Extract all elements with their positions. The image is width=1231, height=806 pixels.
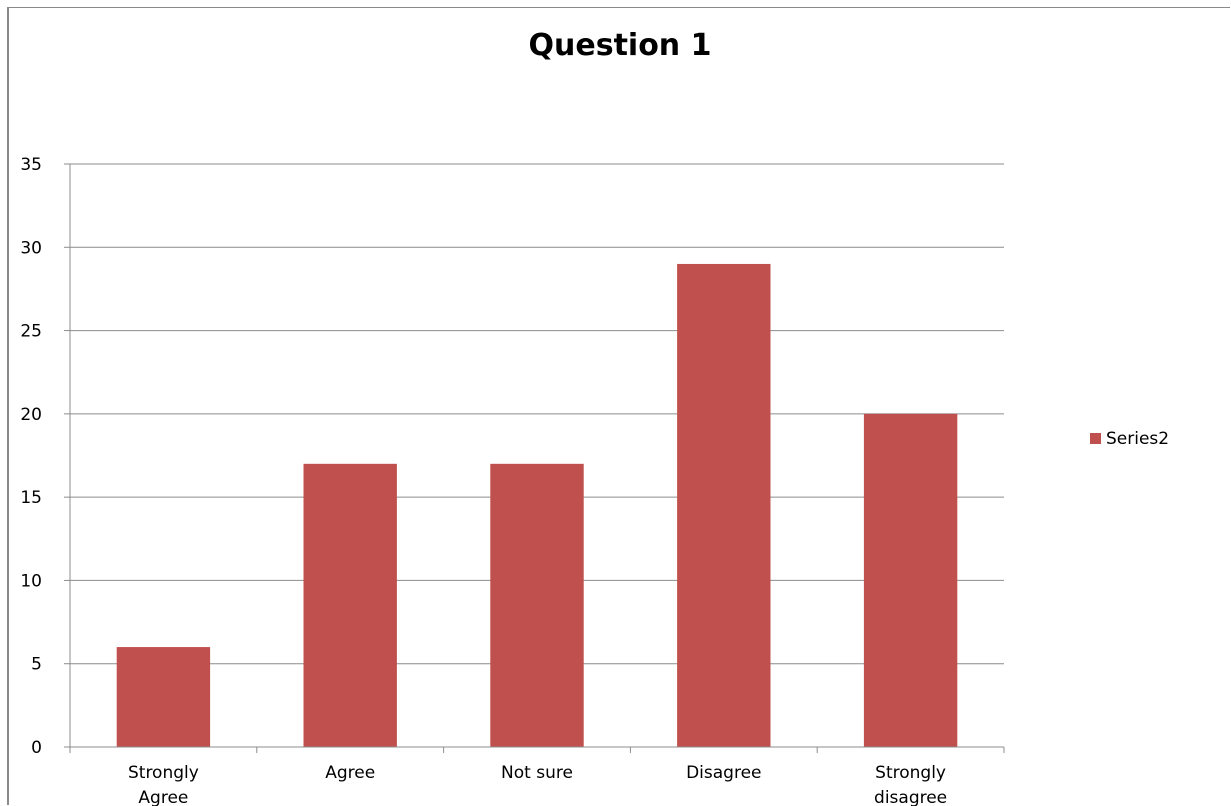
chart-title: Question 1 bbox=[529, 28, 712, 63]
y-tick-label: 5 bbox=[31, 655, 42, 675]
x-axis-labels: Strongly Agree Agree Not sure Disagree Strong… bbox=[128, 763, 947, 806]
y-tick-label: 30 bbox=[20, 238, 42, 258]
x-category-label: disagree bbox=[874, 788, 947, 806]
legend: Series2 bbox=[1090, 429, 1169, 449]
y-tick-label: 20 bbox=[20, 405, 42, 425]
y-tick-label: 10 bbox=[20, 571, 42, 591]
bar bbox=[863, 413, 958, 747]
x-category-label: Agree bbox=[138, 788, 188, 806]
y-tick-label: 0 bbox=[31, 738, 42, 758]
legend-label: Series2 bbox=[1106, 429, 1169, 449]
chart-frame bbox=[7, 7, 1230, 805]
y-tick-label: 25 bbox=[20, 322, 42, 342]
bars bbox=[116, 263, 958, 747]
bar bbox=[303, 463, 397, 747]
axes bbox=[69, 164, 1005, 753]
y-tick-label: 35 bbox=[20, 155, 42, 175]
y-tick-label: 15 bbox=[20, 488, 42, 508]
x-category-label: Strongly bbox=[128, 763, 199, 783]
bar bbox=[490, 463, 584, 747]
bar bbox=[677, 263, 771, 747]
x-category-label: Not sure bbox=[501, 763, 573, 783]
x-category-label: Disagree bbox=[686, 763, 761, 783]
x-category-label: Strongly bbox=[875, 763, 946, 783]
legend-swatch bbox=[1090, 433, 1101, 444]
x-category-label: Agree bbox=[325, 763, 375, 783]
y-axis-ticks: 0 5 10 15 20 25 30 35 bbox=[20, 155, 70, 758]
bar bbox=[116, 647, 211, 747]
